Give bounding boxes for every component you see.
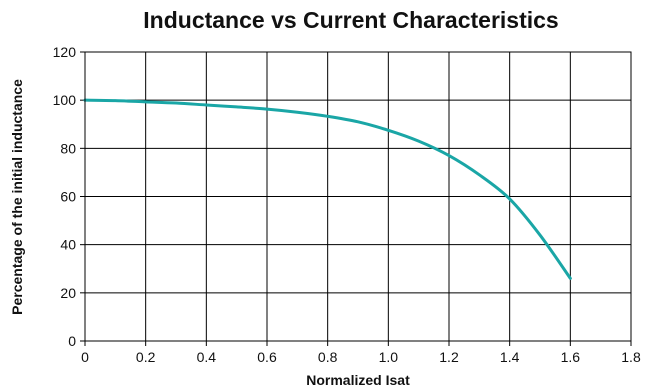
- x-axis-label: Normalized Isat: [306, 372, 410, 388]
- series-line: [83, 98, 572, 280]
- y-tick-label: 100: [53, 92, 77, 108]
- y-axis-ticks: 0 20 40 60 80 100 120: [53, 44, 77, 349]
- chart-title: Inductance vs Current Characteristics: [143, 7, 558, 33]
- grid: [80, 51, 632, 346]
- x-tick-label: 1.6: [561, 349, 581, 365]
- y-tick-label: 80: [60, 140, 76, 156]
- y-tick-label: 60: [60, 189, 76, 205]
- y-axis-label: Percentage of the initial inductance: [9, 79, 25, 315]
- series-layer: [83, 98, 572, 280]
- y-tick-label: 120: [53, 44, 77, 60]
- x-tick-label: 1.0: [379, 349, 399, 365]
- x-tick-label: 0.8: [318, 349, 338, 365]
- x-tick-label: 1.2: [439, 349, 459, 365]
- x-tick-label: 0.2: [136, 349, 156, 365]
- x-tick-label: 1.8: [621, 349, 641, 365]
- x-tick-label: 1.4: [500, 349, 520, 365]
- y-tick-label: 40: [60, 237, 76, 253]
- plot-frame: [84, 51, 632, 342]
- x-tick-label: 0.4: [197, 349, 217, 365]
- y-tick-label: 20: [60, 285, 76, 301]
- x-tick-label: 0: [81, 349, 89, 365]
- x-tick-label: 0.6: [257, 349, 277, 365]
- y-tick-label: 0: [68, 333, 76, 349]
- x-axis-ticks: 0 0.2 0.4 0.6 0.8 1.0 1.2 1.4 1.6 1.8: [81, 349, 641, 365]
